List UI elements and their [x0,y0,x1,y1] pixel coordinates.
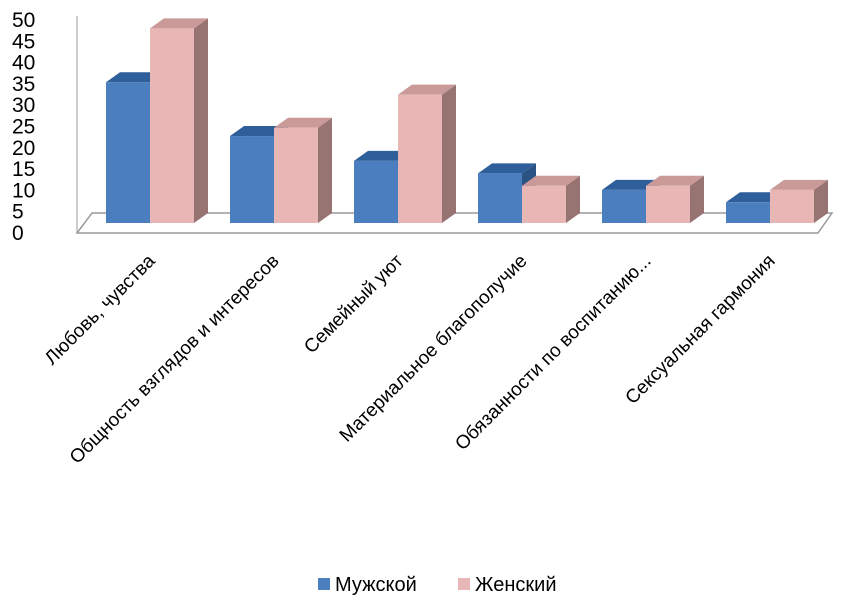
bar-top [478,163,536,174]
legend: Мужской Женский [318,574,556,596]
bar-front [150,28,194,224]
bar [646,175,704,223]
bar [274,117,332,223]
category-label: Семейный уют [300,250,407,357]
bar-front [398,94,442,223]
bar-front [274,127,318,223]
bar [398,84,456,223]
bar [522,175,580,223]
y-tick-label: 15 [12,158,35,181]
category-label: Любовь, чувства [41,250,160,369]
y-tick-label: 0 [12,222,24,245]
y-tick-label: 30 [12,94,35,117]
bar-top [770,179,828,190]
bar-side [690,175,704,223]
bar-side [194,18,208,224]
legend-item: Женский [458,574,556,596]
bar-side [814,179,828,223]
bar-front [354,160,398,223]
bar-side [566,175,580,223]
y-tick-label: 35 [12,73,35,96]
y-tick-label: 40 [12,52,35,75]
y-tick-label: 50 [12,9,35,32]
y-tick-label: 5 [12,201,24,224]
y-tick-label: 10 [12,179,35,202]
bar-top [726,192,784,203]
bar-top [354,150,412,161]
bar [150,18,208,224]
legend-item: Мужской [318,574,417,596]
bar-top [230,126,288,137]
bar-front [106,82,150,224]
bar-front [726,202,770,223]
bar-front [522,185,566,223]
bar-top [150,18,208,29]
bars [106,18,828,224]
bar-top [602,179,660,190]
bar [770,179,828,223]
bar-front [478,173,522,223]
category-label: Общность взглядов и интересов [66,251,284,469]
bar-top [398,84,456,95]
y-tick-label: 45 [12,30,35,53]
bar-side [318,117,332,223]
y-tick-label: 25 [12,116,35,139]
bar-top [106,72,164,83]
bar-top [274,117,332,128]
bar-top [646,175,704,186]
bar-front [602,189,646,223]
legend-label: Женский [475,574,556,596]
legend-label: Мужской [335,574,417,596]
legend-swatch [458,578,470,590]
bar-front [770,189,814,223]
legend-swatch [318,578,330,590]
category-label: Обязанности по воспитанию... [451,251,655,455]
bar-front [230,136,274,223]
bar-front [646,185,690,223]
bar-top [522,175,580,186]
bar-side [442,84,456,223]
y-tick-label: 20 [12,137,35,160]
